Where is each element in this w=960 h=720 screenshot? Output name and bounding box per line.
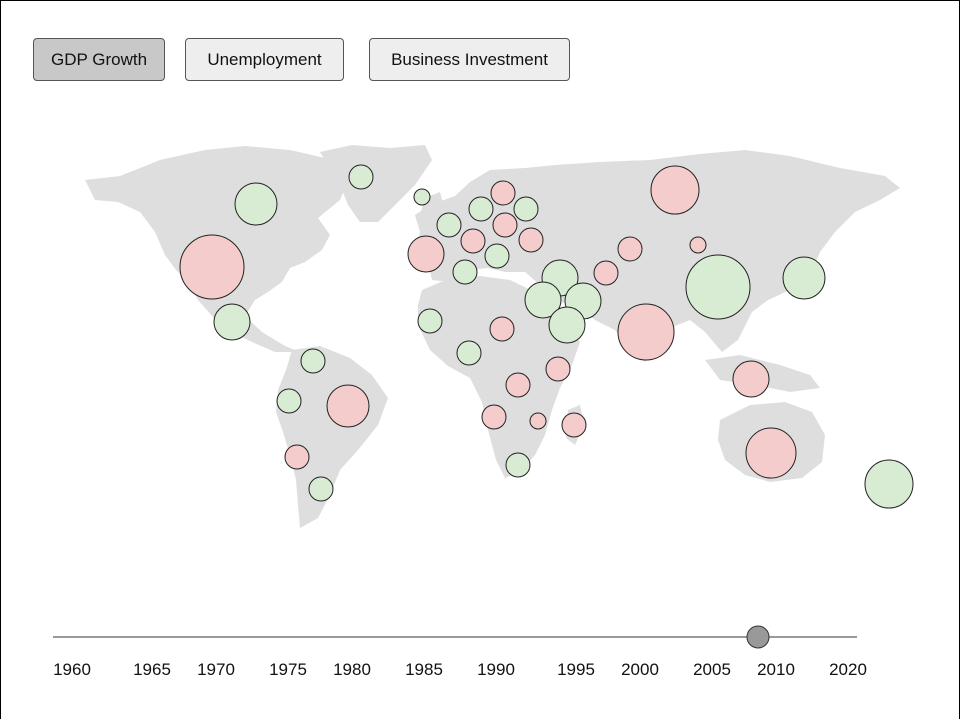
bubble-india[interactable] [617,303,675,361]
bubble-new-zealand[interactable] [864,459,914,509]
year-label: 1990 [477,660,515,679]
bubble-greenland[interactable] [348,164,374,190]
metric-tabs: GDP Growth Unemployment Business Investm… [0,0,960,90]
bubble-chile[interactable] [284,444,310,470]
bubble-spain[interactable] [452,259,478,285]
bubble-canada[interactable] [234,182,278,226]
bubble-chad[interactable] [545,356,571,382]
year-label: 1960 [53,660,91,679]
bubble-poland[interactable] [484,243,510,269]
bubble-france[interactable] [407,235,445,273]
bubble-peru[interactable] [276,388,302,414]
land-south-america [276,346,388,528]
bubble-uk[interactable] [436,212,462,238]
tab-gdp-growth[interactable]: GDP Growth [33,38,165,81]
land-greenland [320,145,432,222]
bubble-baltics[interactable] [492,212,518,238]
bubble-russia[interactable] [650,165,700,215]
tab-unemployment[interactable]: Unemployment [185,38,344,81]
year-label: 1965 [133,660,171,679]
bubble-germany[interactable] [460,228,486,254]
year-label: 1995 [557,660,595,679]
bubble-congo[interactable] [481,404,507,430]
bubble-zambia[interactable] [561,412,587,438]
bubble-argentina[interactable] [308,476,334,502]
bubble-mongolia[interactable] [689,236,707,254]
bubble-indonesia[interactable] [732,360,770,398]
bubble-ethiopia[interactable] [505,372,531,398]
bubble-angola[interactable] [529,412,547,430]
bubble-sweden[interactable] [468,196,494,222]
year-label: 2000 [621,660,659,679]
bubble-iceland[interactable] [413,188,431,206]
bubble-japan[interactable] [782,256,826,300]
bubble-colombia[interactable] [300,348,326,374]
timeline-handle[interactable] [746,625,770,649]
bubbles-layer [179,164,914,509]
bubble-china[interactable] [685,254,751,320]
bubble-usa[interactable] [179,234,245,300]
bubble-mexico[interactable] [213,303,251,341]
year-label: 1970 [197,660,235,679]
tab-business-investment[interactable]: Business Investment [369,38,570,81]
bubble-nigeria[interactable] [489,316,515,342]
bubble-brazil[interactable] [326,384,370,428]
bubble-senegal[interactable] [456,340,482,366]
year-label: 1985 [405,660,443,679]
bubble-australia[interactable] [745,427,797,479]
bubble-ukraine[interactable] [513,196,539,222]
bubble-saudi-arabia[interactable] [417,308,443,334]
bubble-iraq[interactable] [548,306,586,344]
bubble-finland[interactable] [490,180,516,206]
bubble-kazakhstan[interactable] [617,236,643,262]
bubble-turkey[interactable] [524,281,562,319]
bubble-romania[interactable] [518,227,544,253]
bubble-south-africa[interactable] [505,452,531,478]
bubble-iran[interactable] [593,260,619,286]
year-label: 2010 [757,660,795,679]
year-label: 1980 [333,660,371,679]
year-label: 2005 [693,660,731,679]
year-label: 1975 [269,660,307,679]
year-label: 2020 [829,660,867,679]
